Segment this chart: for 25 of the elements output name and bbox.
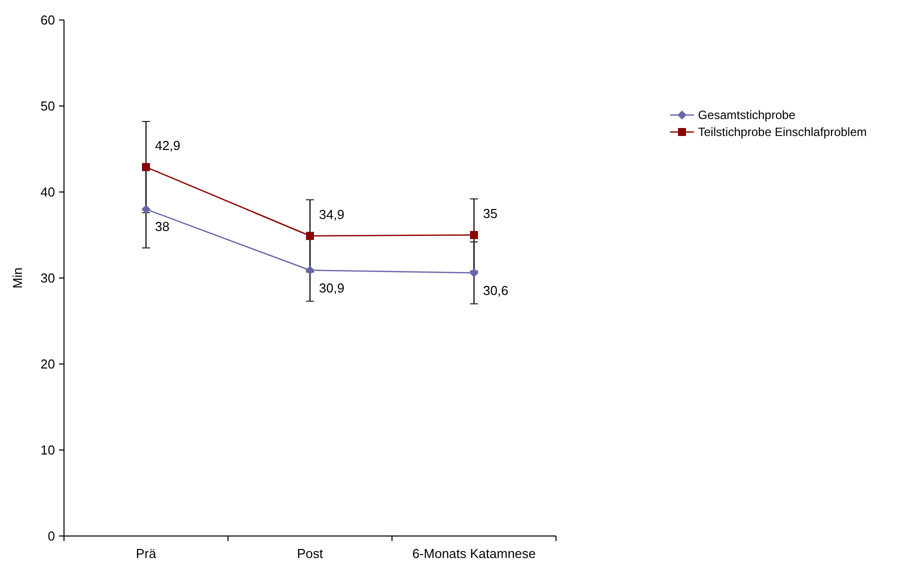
y-tick-label: 50 <box>40 98 55 114</box>
y-tick-label: 30 <box>40 270 55 286</box>
y-axis-title: Min <box>10 268 25 288</box>
point <box>470 268 478 278</box>
data-label: 35 <box>483 206 498 221</box>
legend-label: Teilstichprobe Einschlafproblem <box>698 125 867 140</box>
y-tick-label: 60 <box>40 12 55 28</box>
x-tick-label: Post <box>296 546 324 561</box>
data-label: 38 <box>155 219 170 234</box>
data-label: 42,9 <box>155 138 180 154</box>
point <box>142 204 150 214</box>
point <box>306 266 314 275</box>
data-label: 30,9 <box>319 280 344 296</box>
data-label: 34,9 <box>319 206 344 222</box>
point <box>470 231 478 239</box>
y-tick-label: 20 <box>40 356 55 372</box>
y-tick-label: 10 <box>40 442 55 458</box>
legend-label: Gesamtstichprobe <box>698 108 796 122</box>
point <box>142 163 150 172</box>
x-tick-label: Prä <box>136 546 157 561</box>
data-label: 30,6 <box>483 282 508 298</box>
point <box>306 232 314 240</box>
y-tick-label: 0 <box>48 528 55 544</box>
y-tick-label: 40 <box>40 184 55 200</box>
x-tick-label: 6-Monats Katamnese <box>412 546 536 561</box>
